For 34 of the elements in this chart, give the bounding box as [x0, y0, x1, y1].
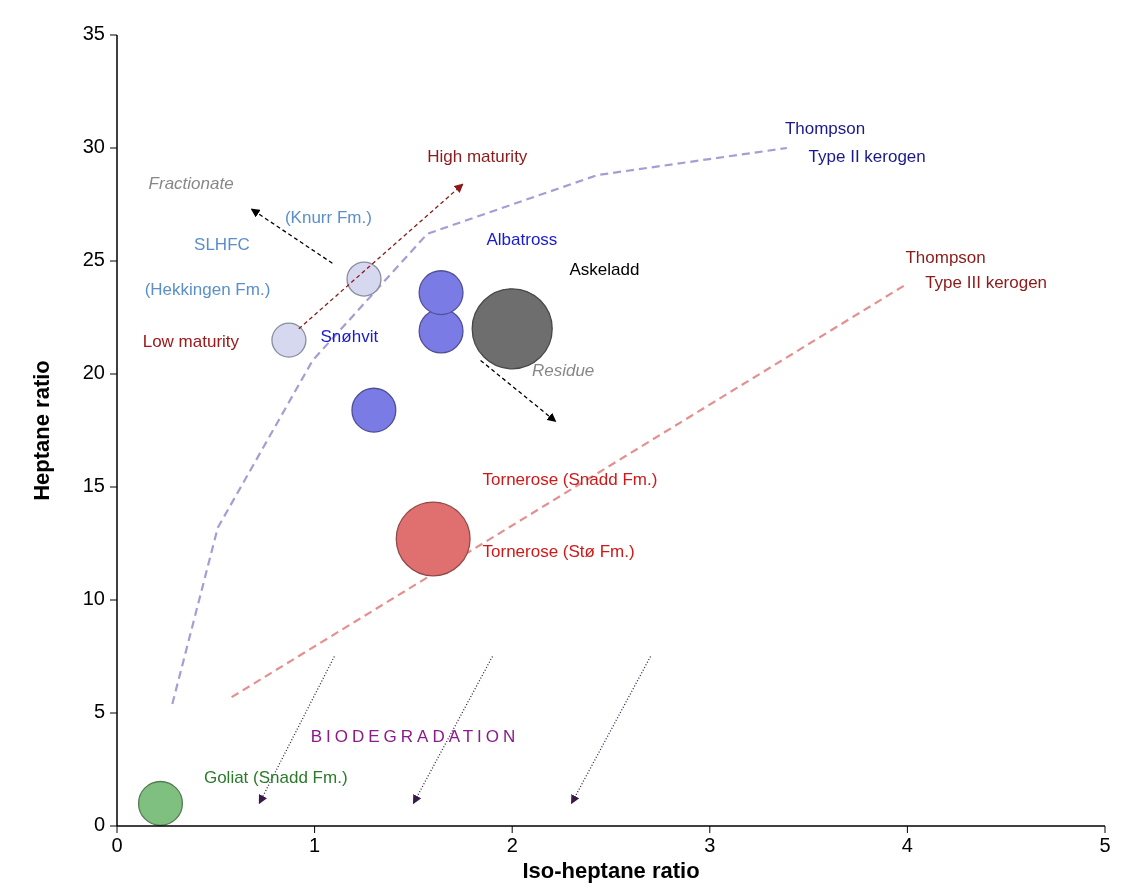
annotation: Tornerose (Snadd Fm.)	[482, 469, 658, 489]
y-tick-label: 0	[93, 813, 105, 836]
annotation: Askeladd	[569, 259, 640, 279]
y-tick-label: 25	[82, 248, 105, 271]
y-tick-label: 15	[82, 474, 105, 497]
x-tick-label: 1	[309, 834, 321, 856]
annotation: Snøhvit	[320, 327, 379, 347]
annotation: Thompson	[905, 248, 986, 268]
y-tick-label: 30	[82, 135, 105, 158]
annotation: Thompson	[784, 119, 866, 139]
y-tick-label: 5	[93, 700, 105, 723]
annotation: Low maturity	[142, 331, 240, 351]
annotation: SLHFC	[194, 234, 250, 254]
y-tick-label: 20	[82, 361, 105, 384]
annotation: Albatross	[486, 230, 558, 250]
x-tick-label: 4	[901, 834, 913, 856]
x-tick-label: 2	[506, 834, 518, 856]
x-axis-title: Iso-heptane ratio	[522, 858, 700, 883]
annotation: Goliat (Snadd Fm.)	[203, 768, 348, 788]
annotation: BIODEGRADATION	[310, 727, 520, 747]
annotation: High maturity	[427, 146, 528, 166]
annotation: Tornerose (Stø Fm.)	[482, 542, 635, 562]
annotation: Type II kerogen	[808, 146, 926, 166]
x-tick-label: 0	[111, 834, 123, 856]
y-tick-label: 35	[82, 22, 105, 45]
annotation: Type III kerogen	[925, 273, 1048, 293]
y-axis-title: Heptane ratio	[29, 360, 54, 501]
annotation: (Hekkingen Fm.)	[144, 279, 271, 299]
x-tick-label: 5	[1099, 834, 1111, 856]
annotation: (Knurr Fm.)	[284, 207, 372, 227]
y-tick-label: 10	[82, 587, 105, 610]
annotation: Residue	[531, 361, 595, 381]
x-tick-label: 3	[704, 834, 716, 856]
annotation: Fractionate	[148, 173, 234, 193]
